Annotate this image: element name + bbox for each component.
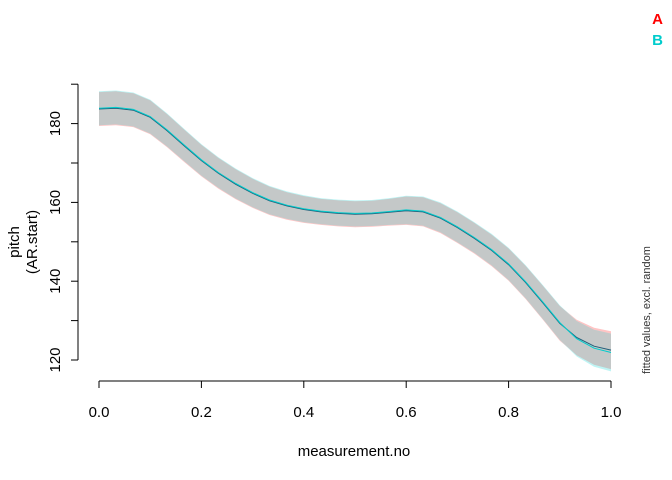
fit-line-b <box>98 106 612 353</box>
y-tick-label: 180 <box>47 111 64 136</box>
legend: AB <box>652 11 663 49</box>
y-axis: 120 140 160 180 <box>47 83 79 373</box>
x-tick-label: 0.4 <box>293 404 314 421</box>
y-tick-label: 160 <box>47 190 64 215</box>
x-tick-label: 0.0 <box>89 404 110 421</box>
x-tick-label: 0.8 <box>498 404 519 421</box>
x-axis: 0.0 0.2 0.4 0.6 0.8 1.0 <box>89 380 622 421</box>
x-tick-label: 0.6 <box>396 404 417 421</box>
y-axis-title-line-2: (AR.start) <box>24 210 41 274</box>
legend-label-a: A <box>652 11 663 28</box>
y-axis-title: pitch (AR.start) <box>6 210 41 274</box>
y-axis-title-line-1: pitch <box>6 226 23 258</box>
fit-line-a <box>98 107 612 351</box>
y-tick-label: 120 <box>47 347 64 372</box>
fit-lines <box>98 106 612 353</box>
legend-label-b: B <box>652 32 663 49</box>
ci-band-overlap <box>99 91 611 370</box>
x-axis-title: measurement.no <box>298 443 411 460</box>
ci-bands <box>99 90 611 372</box>
x-tick-label: 1.0 <box>601 404 622 421</box>
x-tick-label: 0.2 <box>191 404 212 421</box>
side-note: fitted values, excl. random <box>641 246 653 374</box>
y-tick-label: 140 <box>47 269 64 294</box>
